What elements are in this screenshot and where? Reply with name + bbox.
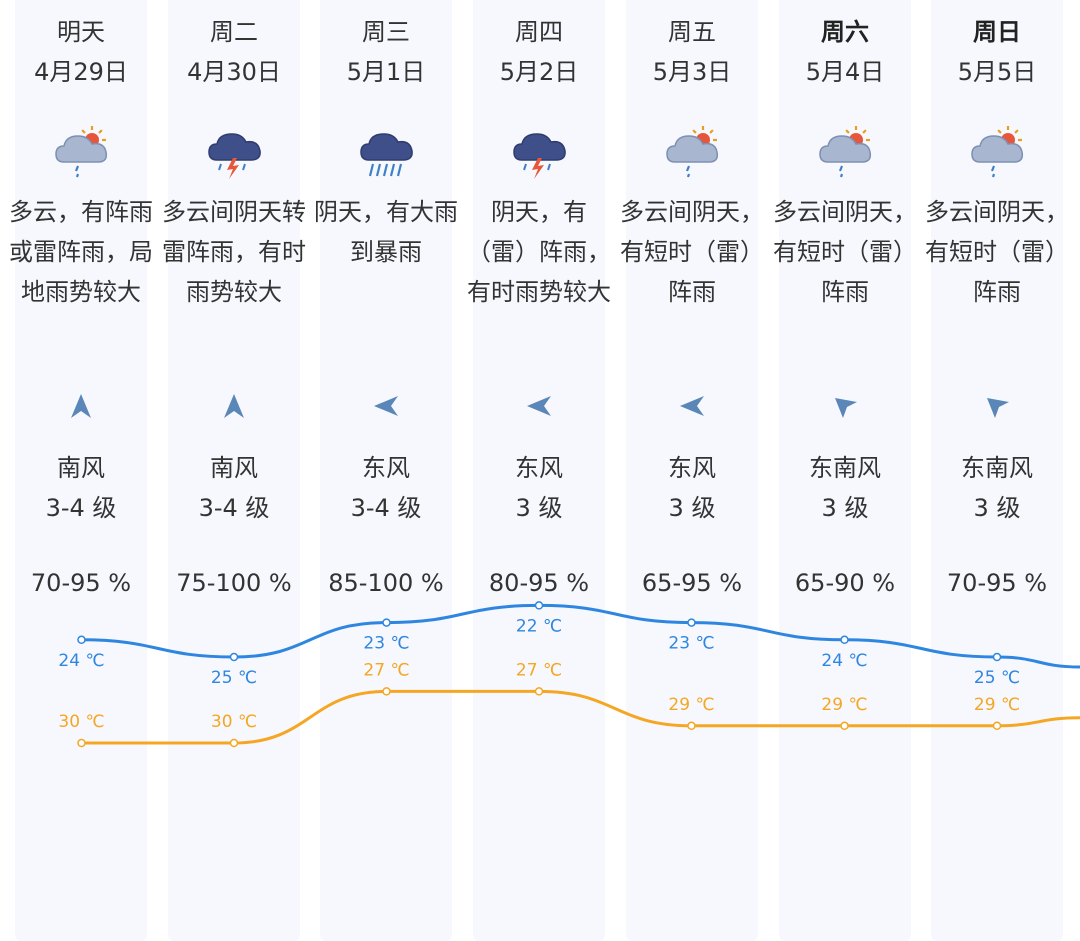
day-column: 周二 4月30日 多云间阴天转雷阵雨，有时雨势较大 南风 3-4 级 75-10… bbox=[162, 0, 306, 941]
wind-level: 3 级 bbox=[821, 494, 869, 522]
arrow-up-icon bbox=[65, 390, 97, 422]
low-temp-point bbox=[840, 635, 849, 645]
cloud-sun-rain-icon bbox=[816, 124, 874, 180]
wind-direction: 东南风 bbox=[809, 454, 881, 482]
day-column: 周五 5月3日 多云间阴天，有短时（雷）阵雨 东风 3 级 65-95 % bbox=[620, 0, 764, 941]
weather-description: 多云，有阵雨或雷阵雨，局地雨势较大 bbox=[9, 198, 153, 306]
heavy-rain-icon bbox=[357, 124, 415, 180]
humidity: 65-90 % bbox=[794, 569, 896, 597]
low-temp-point bbox=[534, 601, 544, 610]
humidity: 70-95 % bbox=[30, 569, 132, 597]
day-name: 周三 bbox=[362, 18, 410, 46]
day-column: 周六 5月4日 多云间阴天，有短时（雷）阵雨 东南风 3 级 65-90 % bbox=[773, 0, 917, 941]
high-temp-line bbox=[81, 689, 1080, 745]
weather-description: 多云间阴天转雷阵雨，有时雨势较大 bbox=[162, 198, 306, 306]
weather-description: 阴天，有（雷）阵雨，有时雨势较大 bbox=[467, 198, 611, 306]
day-date: 4月30日 bbox=[187, 58, 281, 86]
wind-level: 3-4 级 bbox=[198, 494, 270, 522]
wind-direction: 南风 bbox=[210, 454, 258, 482]
high-temp-label: 27 ℃ bbox=[516, 660, 562, 680]
weather-description: 阴天，有大雨到暴雨 bbox=[314, 198, 458, 266]
arrow-upleft-icon bbox=[981, 390, 1013, 422]
wind-direction: 东南风 bbox=[961, 454, 1033, 482]
wind-level: 3 级 bbox=[973, 494, 1021, 522]
day-name: 周六 bbox=[821, 18, 869, 46]
low-temp-point bbox=[382, 618, 391, 627]
day-date: 5月2日 bbox=[499, 58, 579, 86]
cloud-sun-rain-icon bbox=[968, 124, 1026, 180]
humidity: 75-100 % bbox=[176, 569, 292, 597]
day-column: 明天 4月29日 多云，有阵雨或雷阵雨，局地雨势较大 南风 3-4 级 70-9… bbox=[9, 0, 153, 941]
wind-direction: 东风 bbox=[668, 454, 716, 482]
arrow-left-icon bbox=[676, 390, 708, 422]
low-temp-point bbox=[687, 618, 696, 627]
low-temp-label: 25 ℃ bbox=[211, 668, 257, 688]
day-date: 5月4日 bbox=[805, 58, 885, 86]
weather-description: 多云间阴天，有短时（雷）阵雨 bbox=[925, 198, 1069, 306]
high-temp-label: 29 ℃ bbox=[974, 695, 1020, 715]
high-temp-label: 29 ℃ bbox=[821, 695, 867, 715]
wind-direction: 东风 bbox=[362, 454, 410, 482]
high-temp-point bbox=[687, 721, 696, 731]
high-temp-label: 30 ℃ bbox=[58, 712, 104, 732]
wind-level: 3 级 bbox=[515, 494, 563, 522]
high-temp-point bbox=[534, 687, 544, 696]
arrow-left-icon bbox=[523, 390, 555, 422]
cloud-sun-rain-icon bbox=[52, 124, 110, 180]
day-column: 周三 5月1日 阴天，有大雨到暴雨 东风 3-4 级 85-100 % bbox=[314, 0, 458, 941]
low-temp-point bbox=[229, 652, 239, 662]
high-temp-point bbox=[382, 687, 391, 696]
arrow-up-icon bbox=[218, 390, 250, 422]
day-column: 周四 5月2日 阴天，有（雷）阵雨，有时雨势较大 东风 3 级 80-95 % bbox=[467, 0, 611, 941]
day-date: 5月1日 bbox=[346, 58, 426, 86]
high-temp-point bbox=[992, 721, 1002, 731]
low-temp-label: 23 ℃ bbox=[668, 634, 714, 654]
day-name: 明天 bbox=[57, 18, 105, 46]
wind-level: 3 级 bbox=[668, 494, 716, 522]
low-temp-point bbox=[992, 652, 1002, 662]
high-temp-point bbox=[229, 738, 239, 748]
low-temp-label: 23 ℃ bbox=[363, 634, 409, 654]
day-date: 5月5日 bbox=[957, 58, 1037, 86]
humidity: 80-95 % bbox=[488, 569, 590, 597]
weather-description: 多云间阴天，有短时（雷）阵雨 bbox=[620, 198, 764, 306]
wind-direction: 东风 bbox=[515, 454, 563, 482]
high-temp-point bbox=[840, 721, 849, 731]
arrow-left-icon bbox=[370, 390, 402, 422]
day-name: 周五 bbox=[668, 18, 716, 46]
low-temp-line bbox=[81, 603, 1080, 669]
cloud-sun-rain-icon bbox=[663, 124, 721, 180]
low-temp-label: 24 ℃ bbox=[821, 651, 867, 671]
wind-direction: 南风 bbox=[57, 454, 105, 482]
high-temp-point bbox=[77, 738, 86, 748]
humidity: 70-95 % bbox=[946, 569, 1048, 597]
arrow-upleft-icon bbox=[829, 390, 861, 422]
day-name: 周四 bbox=[515, 18, 563, 46]
humidity: 85-100 % bbox=[328, 569, 444, 597]
high-temp-label: 29 ℃ bbox=[668, 695, 714, 715]
low-temp-label: 24 ℃ bbox=[58, 651, 104, 671]
day-name: 周二 bbox=[210, 18, 258, 46]
wind-level: 3-4 级 bbox=[45, 494, 117, 522]
day-column: 周日 5月5日 多云间阴天，有短时（雷）阵雨 东南风 3 级 70-95 % bbox=[925, 0, 1069, 941]
day-date: 5月3日 bbox=[652, 58, 732, 86]
high-temp-label: 27 ℃ bbox=[363, 660, 409, 680]
thunderstorm-icon bbox=[510, 124, 568, 180]
weather-description: 多云间阴天，有短时（雷）阵雨 bbox=[773, 198, 917, 306]
day-date: 4月29日 bbox=[34, 58, 128, 86]
day-name: 周日 bbox=[973, 18, 1021, 46]
low-temp-label: 25 ℃ bbox=[974, 668, 1020, 688]
humidity: 65-95 % bbox=[641, 569, 743, 597]
wind-level: 3-4 级 bbox=[350, 494, 422, 522]
low-temp-label: 22 ℃ bbox=[516, 616, 562, 636]
low-temp-point bbox=[77, 635, 86, 645]
high-temp-label: 30 ℃ bbox=[211, 712, 257, 732]
thunderstorm-icon bbox=[205, 124, 263, 180]
